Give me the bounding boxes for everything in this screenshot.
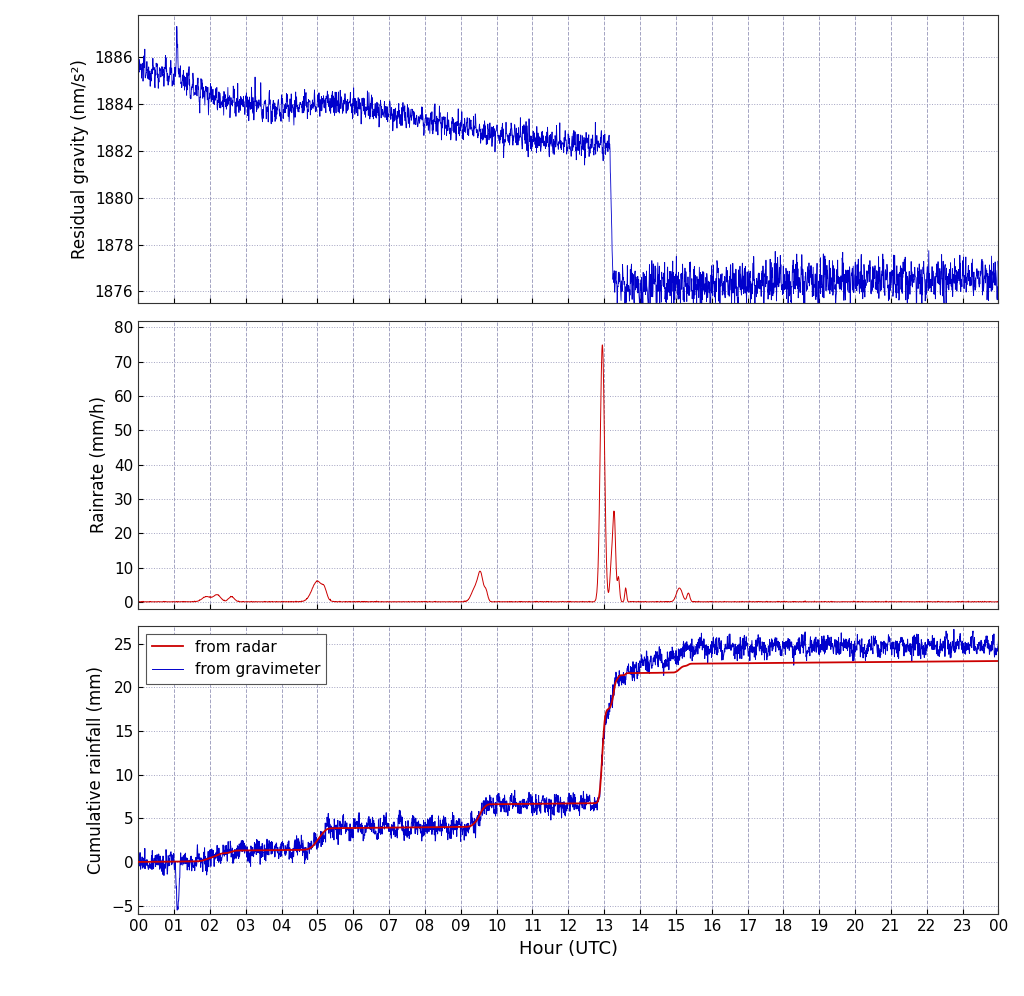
from radar xyxy=(842,656,854,668)
from radar xyxy=(732,657,744,669)
Y-axis label: Rainrate (mm/h): Rainrate (mm/h) xyxy=(90,396,109,533)
Line: from gravimeter: from gravimeter xyxy=(138,629,998,910)
Y-axis label: Cumulative rainfall (mm): Cumulative rainfall (mm) xyxy=(87,666,105,874)
from radar xyxy=(677,660,689,672)
from gravimeter xyxy=(132,859,144,871)
from gravimeter xyxy=(677,635,689,647)
from gravimeter xyxy=(842,635,854,647)
from gravimeter xyxy=(778,636,791,648)
from radar xyxy=(732,657,744,669)
from gravimeter xyxy=(171,904,183,916)
from radar xyxy=(992,655,1005,667)
Line: from radar: from radar xyxy=(138,661,998,862)
from radar xyxy=(404,822,417,834)
from gravimeter xyxy=(992,634,1005,646)
Y-axis label: Residual gravity (nm/s²): Residual gravity (nm/s²) xyxy=(72,59,89,259)
from radar xyxy=(132,856,144,868)
from gravimeter xyxy=(732,643,744,655)
from gravimeter xyxy=(406,818,418,830)
X-axis label: Hour (UTC): Hour (UTC) xyxy=(519,940,617,958)
from gravimeter xyxy=(948,623,961,635)
Legend: from radar, from gravimeter: from radar, from gravimeter xyxy=(145,633,327,683)
from radar xyxy=(778,656,791,668)
from gravimeter xyxy=(732,647,744,659)
